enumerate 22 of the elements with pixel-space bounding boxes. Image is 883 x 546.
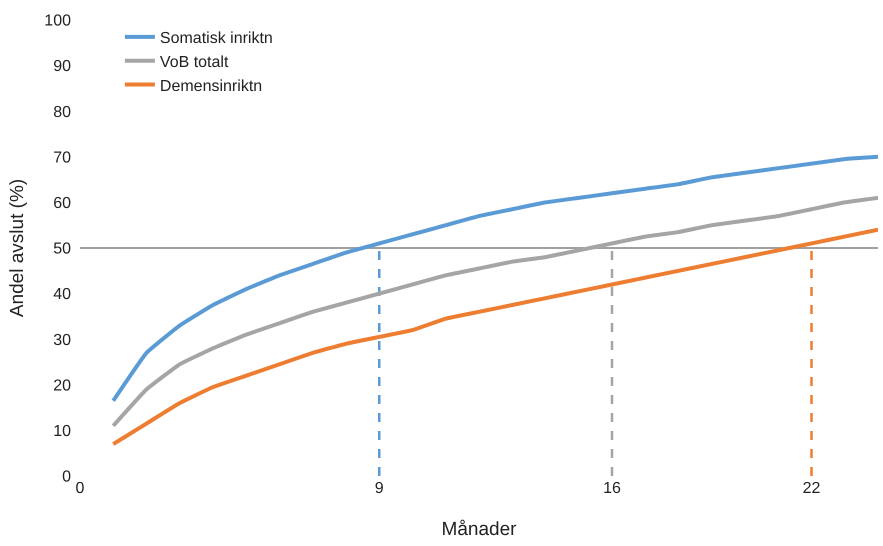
y-tick-label: 50: [53, 240, 72, 258]
legend-label: Somatisk inriktn: [160, 30, 273, 48]
x-axis-title: Månader: [442, 518, 518, 540]
line-series: [111, 154, 878, 403]
y-tick-label: 90: [53, 58, 72, 76]
y-axis-title: Andel avslut (%): [7, 178, 28, 318]
line-series: [111, 228, 878, 446]
y-tick-label: 40: [53, 286, 72, 304]
y-tick-label: 60: [53, 195, 72, 212]
legend-label: Demensinriktn: [160, 78, 262, 95]
y-tick-label: 10: [53, 423, 72, 440]
y-tick-label: 100: [44, 12, 72, 30]
y-tick-label: 20: [53, 377, 72, 394]
x-tick-label: 22: [802, 480, 820, 497]
y-tick-label: 30: [53, 332, 72, 349]
x-tick-label: 9: [374, 480, 384, 497]
x-tick-label: 0: [76, 480, 85, 497]
y-tick-label: 80: [53, 104, 72, 121]
y-tick-label: 0: [62, 468, 72, 486]
y-tick-label: 70: [53, 149, 72, 166]
x-tick-label: 16: [603, 480, 621, 497]
legend-label: VoB totalt: [160, 54, 229, 71]
